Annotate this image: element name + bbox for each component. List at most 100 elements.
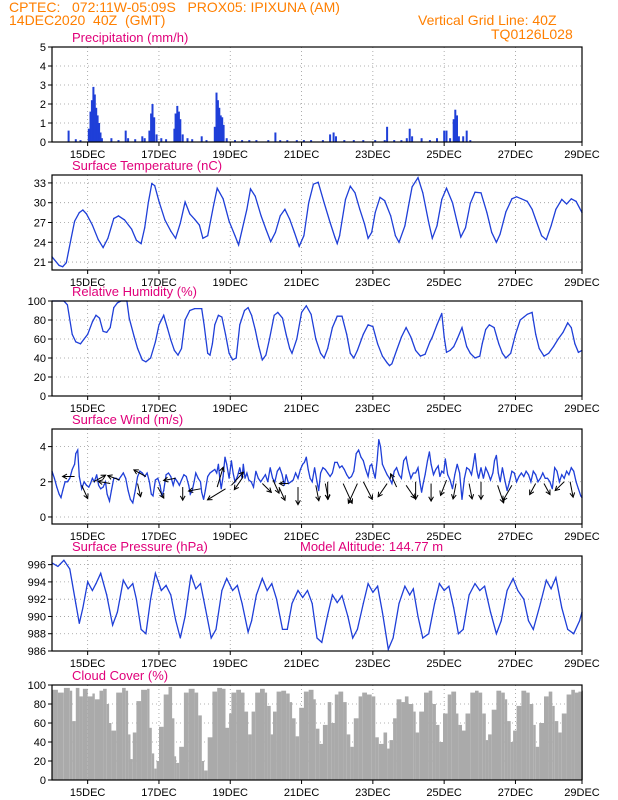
y-tick-label: 0: [40, 391, 46, 403]
data-point: [527, 474, 530, 476]
wind-arrow: [98, 480, 111, 485]
panel-3: [48, 300, 583, 400]
wind-arrow-head: [529, 489, 535, 496]
data-point: [495, 454, 497, 456]
data-point: [372, 470, 374, 472]
wind-arrow-head: [428, 496, 434, 503]
data-bar: [143, 138, 146, 142]
data-bar: [194, 692, 199, 780]
data-bar: [117, 140, 120, 142]
data-point: [362, 333, 364, 335]
data-bar: [163, 694, 169, 780]
y-tick-label: 30: [34, 198, 46, 210]
data-bar: [332, 132, 335, 142]
data-point: [211, 343, 213, 345]
data-bar: [319, 743, 323, 780]
data-bar: [539, 723, 544, 780]
data-point: [566, 203, 568, 205]
data-point: [203, 324, 205, 326]
wind-arrow: [261, 483, 272, 493]
data-point: [57, 565, 59, 568]
data-point: [428, 633, 430, 635]
data-point: [230, 460, 232, 462]
data-point: [495, 633, 497, 635]
data-point: [392, 637, 394, 639]
data-point: [422, 637, 424, 639]
data-point: [429, 341, 431, 343]
data-point: [303, 235, 305, 237]
y-tick-label: 60: [34, 334, 46, 346]
data-point: [487, 472, 489, 474]
data-point: [311, 481, 313, 483]
data-point: [296, 338, 298, 340]
data-point: [53, 477, 56, 479]
x-tick-label: 23DEC: [355, 531, 391, 543]
wind-arrow-head: [502, 495, 508, 502]
data-point: [460, 236, 462, 238]
wind-arrow-head: [274, 488, 280, 495]
data-point: [100, 572, 102, 574]
data-point: [556, 470, 558, 472]
data-bar: [174, 113, 177, 142]
data-point: [500, 620, 502, 622]
data-point: [444, 458, 446, 460]
data-point: [417, 177, 419, 179]
data-point: [285, 333, 287, 335]
data-point: [499, 481, 501, 483]
data-point: [127, 490, 129, 492]
data-point: [175, 619, 177, 621]
x-tick-label: 27DEC: [498, 277, 534, 289]
data-point: [336, 243, 338, 245]
data-point: [428, 221, 430, 224]
data-point: [82, 607, 84, 609]
data-point: [207, 475, 209, 478]
data-bar: [153, 117, 156, 142]
wind-arrow-head: [136, 491, 143, 498]
data-bar: [578, 691, 582, 780]
data-point: [331, 472, 333, 474]
wind-arrow: [207, 488, 226, 501]
data-point: [276, 470, 278, 472]
data-point: [575, 481, 577, 483]
data-point: [113, 307, 115, 309]
data-point: [562, 331, 564, 333]
data-point: [127, 588, 129, 590]
data-point: [367, 324, 369, 326]
data-point: [148, 481, 150, 483]
data-point: [228, 220, 230, 222]
data-point: [453, 346, 455, 348]
data-point: [570, 327, 572, 329]
y-tick-label: 5: [40, 42, 46, 54]
data-bar: [103, 688, 107, 780]
x-tick-label: 17DEC: [141, 277, 177, 289]
wind-arrow-head: [554, 485, 561, 492]
data-point: [422, 192, 424, 194]
data-point: [291, 352, 293, 354]
data-bar: [159, 726, 164, 780]
data-point: [100, 488, 102, 490]
data-point: [561, 607, 563, 609]
data-bar: [571, 689, 575, 781]
data-point: [180, 479, 183, 481]
data-bar: [150, 113, 153, 142]
data-bar: [451, 691, 457, 780]
data-bar: [310, 140, 313, 142]
x-tick-label: 25DEC: [426, 658, 462, 670]
data-point: [391, 482, 393, 485]
data-point: [58, 264, 60, 266]
y-tick-label: 986: [28, 646, 46, 658]
y-tick-label: 3: [40, 80, 46, 92]
data-point: [246, 208, 248, 210]
x-tick-label: 19DEC: [213, 531, 249, 543]
y-tick-label: 60: [34, 718, 46, 730]
data-point: [184, 319, 186, 321]
data-point: [239, 467, 241, 469]
data-point: [268, 338, 271, 340]
data-point: [456, 463, 458, 465]
data-point: [504, 479, 506, 481]
data-point: [209, 472, 211, 474]
data-point: [145, 361, 147, 363]
data-point: [550, 225, 552, 227]
data-point: [573, 633, 575, 635]
data-point: [252, 486, 255, 488]
